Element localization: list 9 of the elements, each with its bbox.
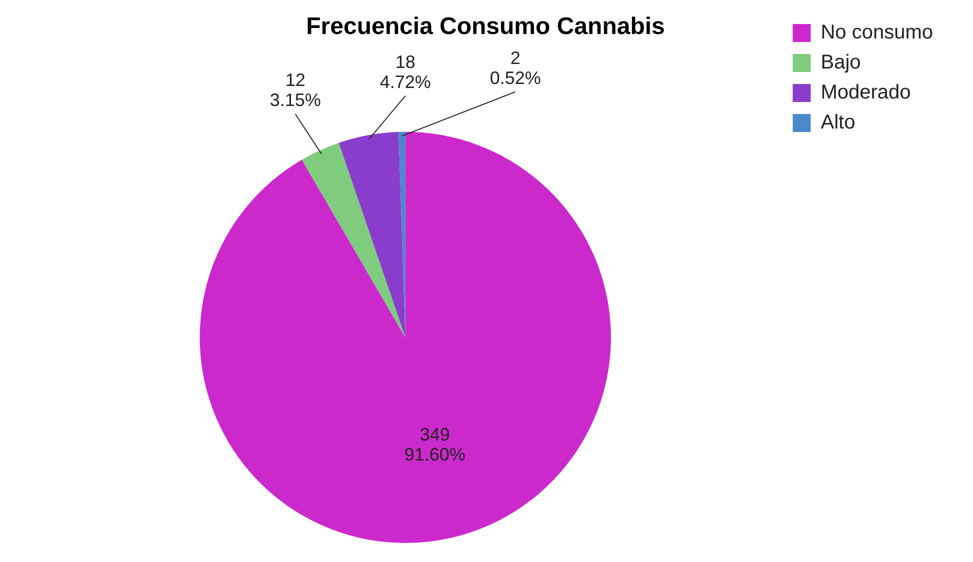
chart-title: Frecuencia Consumo Cannabis bbox=[306, 13, 665, 40]
legend-label: Alto bbox=[820, 112, 856, 134]
data-label: 12 3.15% bbox=[270, 70, 321, 110]
data-label: 18 4.72% bbox=[380, 52, 431, 92]
legend-label: Moderado bbox=[820, 82, 911, 104]
data-label: 349 91.60% bbox=[404, 424, 466, 465]
data-label: 2 0.52% bbox=[490, 48, 541, 88]
legend-label: Bajo bbox=[820, 52, 861, 74]
legend-label: No consumo bbox=[820, 22, 934, 44]
